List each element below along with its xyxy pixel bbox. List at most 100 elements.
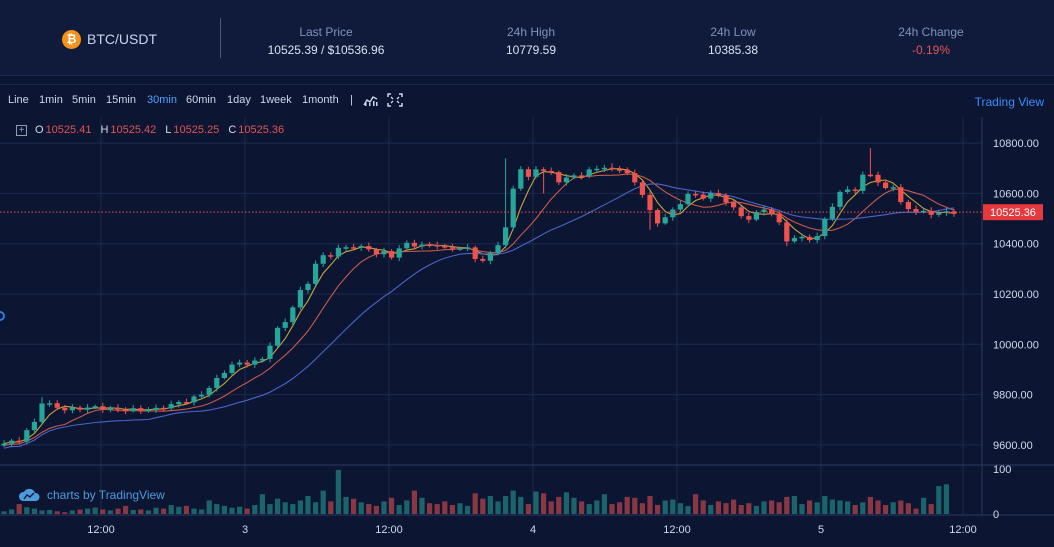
timeframe-60min[interactable]: 60min [186,94,216,106]
volume-bar [503,496,509,514]
volume-bar [100,509,106,514]
chart-toolbar: Line 1min 5min 15min 30min 60min 1day 1w… [0,85,1054,115]
volume-bar [267,504,273,514]
volume-bar [693,494,699,514]
volume-bar [586,504,592,514]
candle-body [769,209,775,214]
candle-body [297,289,303,308]
volume-bar [168,505,174,514]
timeframe-30min[interactable]: 30min [147,94,177,106]
trading-view-link[interactable]: Trading View [974,95,1044,109]
timeframe-15min[interactable]: 15min [106,94,136,106]
candle-body [837,191,843,207]
stat-value: 10385.38 [707,43,759,57]
stat-value: -0.19% [911,43,951,57]
candle-body [77,407,83,410]
volume-bar [320,490,326,514]
candle-body [1,443,7,446]
volume-bar [449,505,455,514]
volume-bar [495,501,501,514]
candle-body [746,216,752,220]
candle-body [457,248,463,250]
volume-bar [738,505,744,514]
candle-body [639,182,645,195]
volume-bar [685,505,691,514]
tradingview-watermark[interactable]: charts by TradingView [18,488,165,502]
volume-bar [153,507,159,514]
candle-body [396,248,402,258]
volume-bar [259,494,265,514]
volume-bar [890,502,896,514]
price-tick-label: 9800.00 [993,390,1033,402]
candle-body [518,169,524,189]
candle-body [753,212,759,220]
candle-body [715,193,721,196]
volume-bar [282,502,288,514]
volume-bar [845,501,851,514]
trading-pair[interactable]: ₿ BTC/USDT [62,28,157,50]
volume-bar [366,504,372,514]
timeframe-1week[interactable]: 1week [260,94,292,106]
candle-body [548,170,554,173]
volume-bar [609,504,615,514]
price-tick-label: 10800.00 [993,138,1039,150]
candle-body [54,403,60,408]
volume-bar [275,498,281,514]
stat-24h-change: 24h Change -0.19% [861,25,1001,57]
price-chart[interactable]: 10800.00 10600.00 10400.00 10200.00 10000.00… [0,85,1054,547]
timeframe-line[interactable]: Line [8,94,29,106]
candle-body [214,377,220,389]
volume-bar [62,512,68,514]
volume-bar [465,505,471,514]
volume-bar [115,508,121,514]
candle-body [617,169,623,171]
volume-bar [335,469,341,514]
header-divider [220,18,221,58]
timeframe-1month[interactable]: 1month [302,94,339,106]
candle-body [138,408,144,411]
candle-body [563,177,569,183]
stat-label: 24h Change [898,25,964,39]
candle-body [252,360,258,365]
fullscreen-icon[interactable] [387,93,403,107]
indicators-icon[interactable] [363,93,379,107]
stat-24h-high: 24h High 10779.59 [461,25,601,57]
plus-icon[interactable]: + [16,124,27,136]
volume-bar [206,500,212,514]
volume-bar [297,500,303,514]
volume-bar [290,504,296,514]
candle-body [335,247,341,257]
candle-body [525,169,531,177]
volume-bar [16,504,22,514]
candle-body [465,247,471,249]
volume-bar [31,508,37,514]
volume-bar [427,503,433,514]
volume-bar [533,491,539,514]
moving-average-line [3,168,955,445]
candle-body [738,207,744,217]
volume-bar [601,494,607,514]
timeframe-1day[interactable]: 1day [227,94,251,106]
candle-body [867,174,873,177]
scroll-handle[interactable] [0,311,5,321]
bitcoin-icon: ₿ [62,29,81,49]
volume-bar [753,505,759,514]
timeframe-1min[interactable]: 1min [39,94,63,106]
market-header: ₿ BTC/USDT Last Price 10525.39 / $10536.… [0,0,1054,76]
candle-body [693,193,699,196]
volume-bar [487,496,493,514]
volume-bar [776,502,782,514]
timeframe-5min[interactable]: 5min [72,94,96,106]
volume-bar [822,496,828,514]
time-tick-label: 3 [242,524,248,536]
pair-name: BTC/USDT [87,31,157,47]
volume-bar [571,497,577,514]
volume-bar [510,490,516,514]
volume-bar [936,486,942,514]
volume-bar [442,501,448,514]
volume-bar [913,508,919,514]
volume-bar [381,501,387,514]
volume-bar [563,492,569,514]
volume-bar [761,501,767,514]
candle-body [168,404,174,409]
